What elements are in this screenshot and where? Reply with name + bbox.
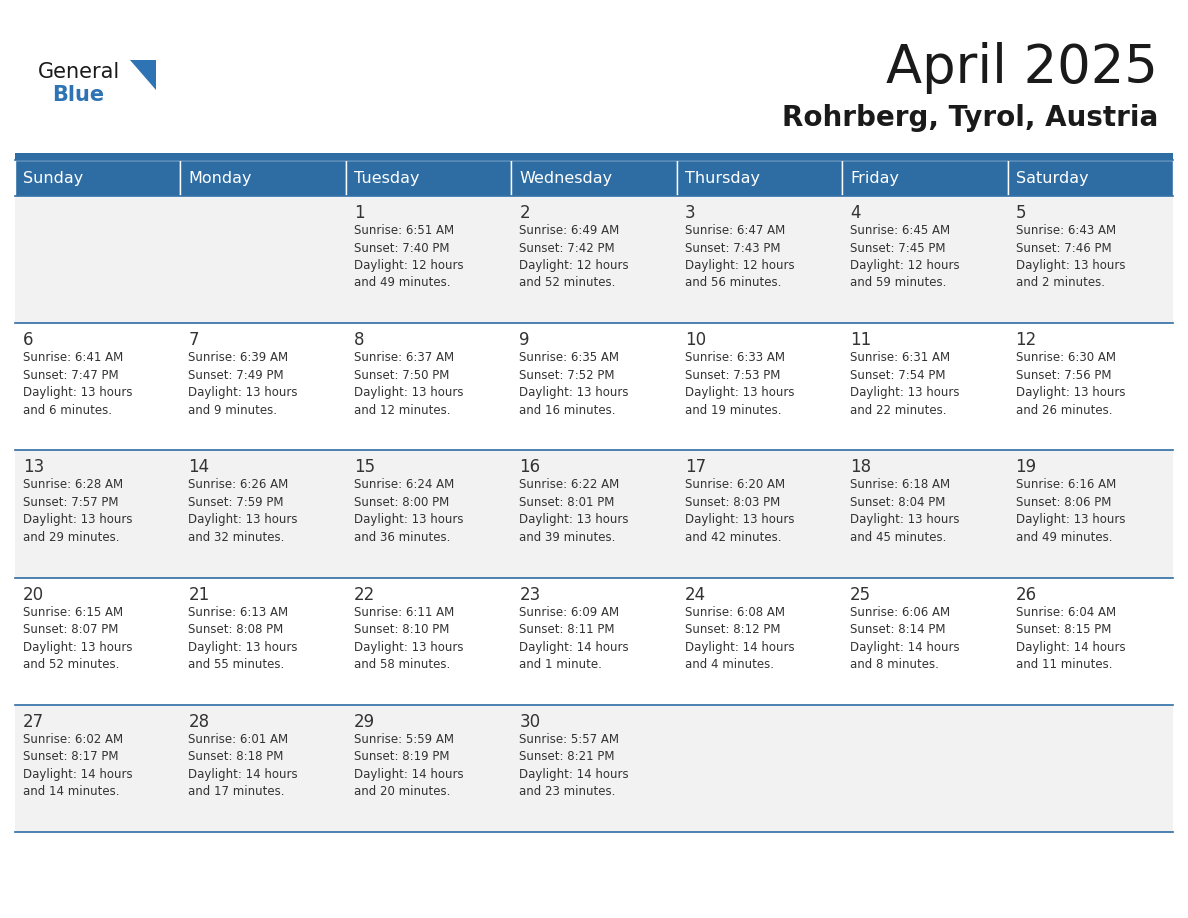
Text: Sunrise: 6:01 AM
Sunset: 8:18 PM
Daylight: 14 hours
and 17 minutes.: Sunrise: 6:01 AM Sunset: 8:18 PM Dayligh… bbox=[189, 733, 298, 799]
Text: Thursday: Thursday bbox=[684, 171, 759, 185]
Text: 6: 6 bbox=[23, 331, 33, 349]
Bar bbox=[346, 160, 511, 196]
Text: Sunrise: 6:47 AM
Sunset: 7:43 PM
Daylight: 12 hours
and 56 minutes.: Sunrise: 6:47 AM Sunset: 7:43 PM Dayligh… bbox=[684, 224, 795, 289]
Bar bbox=[181, 160, 346, 196]
Text: Sunrise: 6:13 AM
Sunset: 8:08 PM
Daylight: 13 hours
and 55 minutes.: Sunrise: 6:13 AM Sunset: 8:08 PM Dayligh… bbox=[189, 606, 298, 671]
Text: Sunrise: 6:18 AM
Sunset: 8:04 PM
Daylight: 13 hours
and 45 minutes.: Sunrise: 6:18 AM Sunset: 8:04 PM Dayligh… bbox=[851, 478, 960, 543]
Text: Sunrise: 6:26 AM
Sunset: 7:59 PM
Daylight: 13 hours
and 32 minutes.: Sunrise: 6:26 AM Sunset: 7:59 PM Dayligh… bbox=[189, 478, 298, 543]
Text: 22: 22 bbox=[354, 586, 375, 604]
Text: Sunrise: 6:08 AM
Sunset: 8:12 PM
Daylight: 14 hours
and 4 minutes.: Sunrise: 6:08 AM Sunset: 8:12 PM Dayligh… bbox=[684, 606, 795, 671]
Text: Sunrise: 5:59 AM
Sunset: 8:19 PM
Daylight: 14 hours
and 20 minutes.: Sunrise: 5:59 AM Sunset: 8:19 PM Dayligh… bbox=[354, 733, 463, 799]
Text: 11: 11 bbox=[851, 331, 871, 349]
Bar bbox=[15, 577, 1173, 705]
Bar bbox=[842, 160, 1007, 196]
Text: 20: 20 bbox=[23, 586, 44, 604]
Text: Sunrise: 6:35 AM
Sunset: 7:52 PM
Daylight: 13 hours
and 16 minutes.: Sunrise: 6:35 AM Sunset: 7:52 PM Dayligh… bbox=[519, 352, 628, 417]
Text: 16: 16 bbox=[519, 458, 541, 476]
Text: 25: 25 bbox=[851, 586, 871, 604]
Text: Wednesday: Wednesday bbox=[519, 171, 612, 185]
Text: 24: 24 bbox=[684, 586, 706, 604]
Text: Sunrise: 6:09 AM
Sunset: 8:11 PM
Daylight: 14 hours
and 1 minute.: Sunrise: 6:09 AM Sunset: 8:11 PM Dayligh… bbox=[519, 606, 628, 671]
Text: 15: 15 bbox=[354, 458, 375, 476]
Text: Sunrise: 5:57 AM
Sunset: 8:21 PM
Daylight: 14 hours
and 23 minutes.: Sunrise: 5:57 AM Sunset: 8:21 PM Dayligh… bbox=[519, 733, 628, 799]
Text: Sunrise: 6:37 AM
Sunset: 7:50 PM
Daylight: 13 hours
and 12 minutes.: Sunrise: 6:37 AM Sunset: 7:50 PM Dayligh… bbox=[354, 352, 463, 417]
Text: Friday: Friday bbox=[851, 171, 899, 185]
Text: Tuesday: Tuesday bbox=[354, 171, 419, 185]
Bar bbox=[15, 153, 1173, 160]
Text: Rohrberg, Tyrol, Austria: Rohrberg, Tyrol, Austria bbox=[782, 104, 1158, 132]
Text: 2: 2 bbox=[519, 204, 530, 222]
Text: 27: 27 bbox=[23, 712, 44, 731]
Text: Sunrise: 6:22 AM
Sunset: 8:01 PM
Daylight: 13 hours
and 39 minutes.: Sunrise: 6:22 AM Sunset: 8:01 PM Dayligh… bbox=[519, 478, 628, 543]
Text: 9: 9 bbox=[519, 331, 530, 349]
Text: April 2025: April 2025 bbox=[886, 42, 1158, 94]
Text: 28: 28 bbox=[189, 712, 209, 731]
Text: 23: 23 bbox=[519, 586, 541, 604]
Bar bbox=[1007, 160, 1173, 196]
Text: Sunrise: 6:02 AM
Sunset: 8:17 PM
Daylight: 14 hours
and 14 minutes.: Sunrise: 6:02 AM Sunset: 8:17 PM Dayligh… bbox=[23, 733, 133, 799]
Text: 30: 30 bbox=[519, 712, 541, 731]
Text: 12: 12 bbox=[1016, 331, 1037, 349]
Text: 5: 5 bbox=[1016, 204, 1026, 222]
Text: 13: 13 bbox=[23, 458, 44, 476]
Text: Sunrise: 6:24 AM
Sunset: 8:00 PM
Daylight: 13 hours
and 36 minutes.: Sunrise: 6:24 AM Sunset: 8:00 PM Dayligh… bbox=[354, 478, 463, 543]
Polygon shape bbox=[129, 60, 156, 90]
Text: Sunrise: 6:30 AM
Sunset: 7:56 PM
Daylight: 13 hours
and 26 minutes.: Sunrise: 6:30 AM Sunset: 7:56 PM Dayligh… bbox=[1016, 352, 1125, 417]
Text: 10: 10 bbox=[684, 331, 706, 349]
Text: Blue: Blue bbox=[52, 85, 105, 105]
Text: Sunrise: 6:39 AM
Sunset: 7:49 PM
Daylight: 13 hours
and 9 minutes.: Sunrise: 6:39 AM Sunset: 7:49 PM Dayligh… bbox=[189, 352, 298, 417]
Text: Sunrise: 6:06 AM
Sunset: 8:14 PM
Daylight: 14 hours
and 8 minutes.: Sunrise: 6:06 AM Sunset: 8:14 PM Dayligh… bbox=[851, 606, 960, 671]
Text: Sunrise: 6:31 AM
Sunset: 7:54 PM
Daylight: 13 hours
and 22 minutes.: Sunrise: 6:31 AM Sunset: 7:54 PM Dayligh… bbox=[851, 352, 960, 417]
Text: 4: 4 bbox=[851, 204, 860, 222]
Text: 8: 8 bbox=[354, 331, 365, 349]
Text: 29: 29 bbox=[354, 712, 375, 731]
Text: Sunrise: 6:15 AM
Sunset: 8:07 PM
Daylight: 13 hours
and 52 minutes.: Sunrise: 6:15 AM Sunset: 8:07 PM Dayligh… bbox=[23, 606, 133, 671]
Text: Saturday: Saturday bbox=[1016, 171, 1088, 185]
Text: Sunrise: 6:43 AM
Sunset: 7:46 PM
Daylight: 13 hours
and 2 minutes.: Sunrise: 6:43 AM Sunset: 7:46 PM Dayligh… bbox=[1016, 224, 1125, 289]
Bar bbox=[15, 323, 1173, 451]
Bar bbox=[15, 160, 181, 196]
Text: 17: 17 bbox=[684, 458, 706, 476]
Text: Monday: Monday bbox=[189, 171, 252, 185]
Bar bbox=[511, 160, 677, 196]
Text: 1: 1 bbox=[354, 204, 365, 222]
Text: 19: 19 bbox=[1016, 458, 1037, 476]
Text: 21: 21 bbox=[189, 586, 209, 604]
Text: Sunrise: 6:33 AM
Sunset: 7:53 PM
Daylight: 13 hours
and 19 minutes.: Sunrise: 6:33 AM Sunset: 7:53 PM Dayligh… bbox=[684, 352, 795, 417]
Text: Sunday: Sunday bbox=[23, 171, 83, 185]
Bar bbox=[15, 451, 1173, 577]
Text: 26: 26 bbox=[1016, 586, 1037, 604]
Text: Sunrise: 6:20 AM
Sunset: 8:03 PM
Daylight: 13 hours
and 42 minutes.: Sunrise: 6:20 AM Sunset: 8:03 PM Dayligh… bbox=[684, 478, 795, 543]
Bar bbox=[677, 160, 842, 196]
Text: 7: 7 bbox=[189, 331, 198, 349]
Text: Sunrise: 6:41 AM
Sunset: 7:47 PM
Daylight: 13 hours
and 6 minutes.: Sunrise: 6:41 AM Sunset: 7:47 PM Dayligh… bbox=[23, 352, 133, 417]
Text: 14: 14 bbox=[189, 458, 209, 476]
Text: Sunrise: 6:49 AM
Sunset: 7:42 PM
Daylight: 12 hours
and 52 minutes.: Sunrise: 6:49 AM Sunset: 7:42 PM Dayligh… bbox=[519, 224, 628, 289]
Bar bbox=[15, 196, 1173, 323]
Text: 3: 3 bbox=[684, 204, 695, 222]
Text: Sunrise: 6:11 AM
Sunset: 8:10 PM
Daylight: 13 hours
and 58 minutes.: Sunrise: 6:11 AM Sunset: 8:10 PM Dayligh… bbox=[354, 606, 463, 671]
Text: Sunrise: 6:51 AM
Sunset: 7:40 PM
Daylight: 12 hours
and 49 minutes.: Sunrise: 6:51 AM Sunset: 7:40 PM Dayligh… bbox=[354, 224, 463, 289]
Text: General: General bbox=[38, 62, 120, 82]
Bar bbox=[15, 705, 1173, 832]
Text: Sunrise: 6:45 AM
Sunset: 7:45 PM
Daylight: 12 hours
and 59 minutes.: Sunrise: 6:45 AM Sunset: 7:45 PM Dayligh… bbox=[851, 224, 960, 289]
Text: Sunrise: 6:04 AM
Sunset: 8:15 PM
Daylight: 14 hours
and 11 minutes.: Sunrise: 6:04 AM Sunset: 8:15 PM Dayligh… bbox=[1016, 606, 1125, 671]
Text: Sunrise: 6:16 AM
Sunset: 8:06 PM
Daylight: 13 hours
and 49 minutes.: Sunrise: 6:16 AM Sunset: 8:06 PM Dayligh… bbox=[1016, 478, 1125, 543]
Text: 18: 18 bbox=[851, 458, 871, 476]
Text: Sunrise: 6:28 AM
Sunset: 7:57 PM
Daylight: 13 hours
and 29 minutes.: Sunrise: 6:28 AM Sunset: 7:57 PM Dayligh… bbox=[23, 478, 133, 543]
